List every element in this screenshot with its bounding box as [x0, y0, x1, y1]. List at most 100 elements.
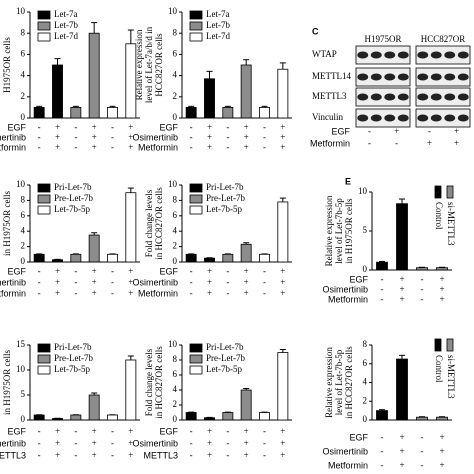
condition-sign: + — [128, 266, 133, 276]
y-tick-label: 5 — [21, 389, 26, 399]
condition-label: Metformin — [0, 142, 26, 152]
blot-band — [417, 93, 429, 101]
condition-sign: + — [280, 450, 285, 460]
condition-sign: - — [190, 132, 193, 142]
bar — [259, 253, 270, 263]
condition-sign: + — [244, 450, 249, 460]
y-tick-label: 8 — [173, 194, 178, 204]
bar — [416, 416, 428, 421]
condition-sign: - — [38, 288, 41, 298]
y-axis-label: in HCC827OR cells — [344, 346, 354, 419]
protein-label: METTL14 — [312, 71, 351, 81]
condition-sign: - — [368, 138, 371, 148]
condition-sign: + — [55, 132, 60, 142]
condition-sign: - — [111, 288, 114, 298]
y-axis-label: in HCC827OR cells — [154, 187, 164, 260]
condition-sign: + — [92, 132, 97, 142]
condition-sign: + — [128, 122, 133, 132]
blot-strip — [415, 45, 471, 65]
condition-sign: - — [190, 288, 193, 298]
blot-strip — [355, 108, 411, 128]
condition-sign: + — [280, 288, 285, 298]
condition-label: Osimertinib — [132, 132, 178, 142]
condition-sign: - — [74, 266, 77, 276]
y-tick-label: 10 — [168, 179, 178, 189]
condition-sign: + — [128, 132, 133, 142]
y-axis-label: in HCC827OR cells — [154, 346, 164, 419]
legend-label: Let-7b-5p — [206, 364, 242, 374]
condition-sign: - — [111, 266, 114, 276]
y-tick-label: 6 — [173, 369, 178, 379]
bar — [33, 107, 45, 119]
condition-sign: + — [207, 142, 212, 152]
condition-sign: - — [381, 432, 384, 442]
condition-sign: - — [226, 288, 229, 298]
condition-label: EGF — [7, 426, 26, 436]
bar — [185, 412, 197, 421]
condition-sign: + — [439, 432, 444, 442]
blot-band — [457, 93, 469, 101]
bar — [277, 201, 289, 263]
y-tick-label: 4 — [173, 70, 178, 80]
blot-band — [370, 51, 382, 59]
legend-label: Let-7d — [54, 31, 78, 41]
blot-band — [417, 51, 429, 59]
condition-sign: - — [111, 142, 114, 152]
legend-swatch — [189, 21, 203, 31]
condition-label: Osimertinib — [0, 132, 26, 142]
legend-swatch — [37, 32, 51, 42]
condition-sign: - — [226, 426, 229, 436]
blot-band — [370, 93, 382, 101]
condition-sign: + — [244, 266, 249, 276]
y-tick-label: 2 — [21, 91, 26, 101]
legend-label: Let-7b-5p — [206, 204, 242, 214]
condition-sign: + — [92, 450, 97, 460]
condition-sign: + — [207, 266, 212, 276]
condition-sign: + — [92, 426, 97, 436]
condition-sign: - — [263, 288, 266, 298]
condition-sign: + — [207, 288, 212, 298]
protein-label: WTAP — [312, 49, 337, 59]
condition-sign: - — [226, 266, 229, 276]
y-axis-label: level of Let-7a/b/d in — [144, 26, 154, 103]
legend-label: Pri-Let-7b — [54, 182, 92, 192]
condition-sign: - — [381, 446, 384, 456]
condition-sign: + — [92, 438, 97, 448]
condition-sign: + — [399, 446, 404, 456]
bar — [376, 410, 388, 421]
legend-swatch — [189, 10, 203, 20]
condition-sign: - — [226, 142, 229, 152]
condition-sign: + — [280, 277, 285, 287]
bar — [259, 107, 270, 119]
blot-band — [357, 73, 369, 81]
condition-label: METTL3 — [0, 450, 26, 460]
condition-sign: + — [439, 446, 444, 456]
legend-label: Pri-Let-7b — [54, 342, 92, 352]
condition-sign: - — [421, 432, 424, 442]
condition-sign: - — [111, 132, 114, 142]
condition-sign: - — [226, 277, 229, 287]
bar — [240, 389, 252, 421]
condition-sign: - — [190, 438, 193, 448]
y-axis-label: Relative expression — [134, 29, 144, 100]
condition-sign: + — [207, 122, 212, 132]
y-tick-label: 10 — [168, 339, 178, 349]
legend-swatch — [189, 32, 203, 42]
condition-sign: + — [92, 266, 97, 276]
blot-band — [444, 93, 456, 101]
protein-label: METTL3 — [312, 91, 347, 101]
blot-band — [457, 51, 469, 59]
condition-sign: + — [128, 142, 133, 152]
condition-sign: - — [111, 122, 114, 132]
y-tick-label: 2 — [21, 241, 26, 251]
condition-sign: + — [280, 438, 285, 448]
y-tick-label: 10 — [16, 179, 26, 189]
condition-sign: + — [92, 288, 97, 298]
condition-sign: + — [439, 460, 444, 470]
condition-sign: + — [55, 277, 60, 287]
bar — [222, 412, 234, 421]
y-tick-label: 0 — [21, 112, 26, 122]
condition-sign: + — [399, 460, 404, 470]
y-tick-label: 0 — [173, 414, 178, 424]
